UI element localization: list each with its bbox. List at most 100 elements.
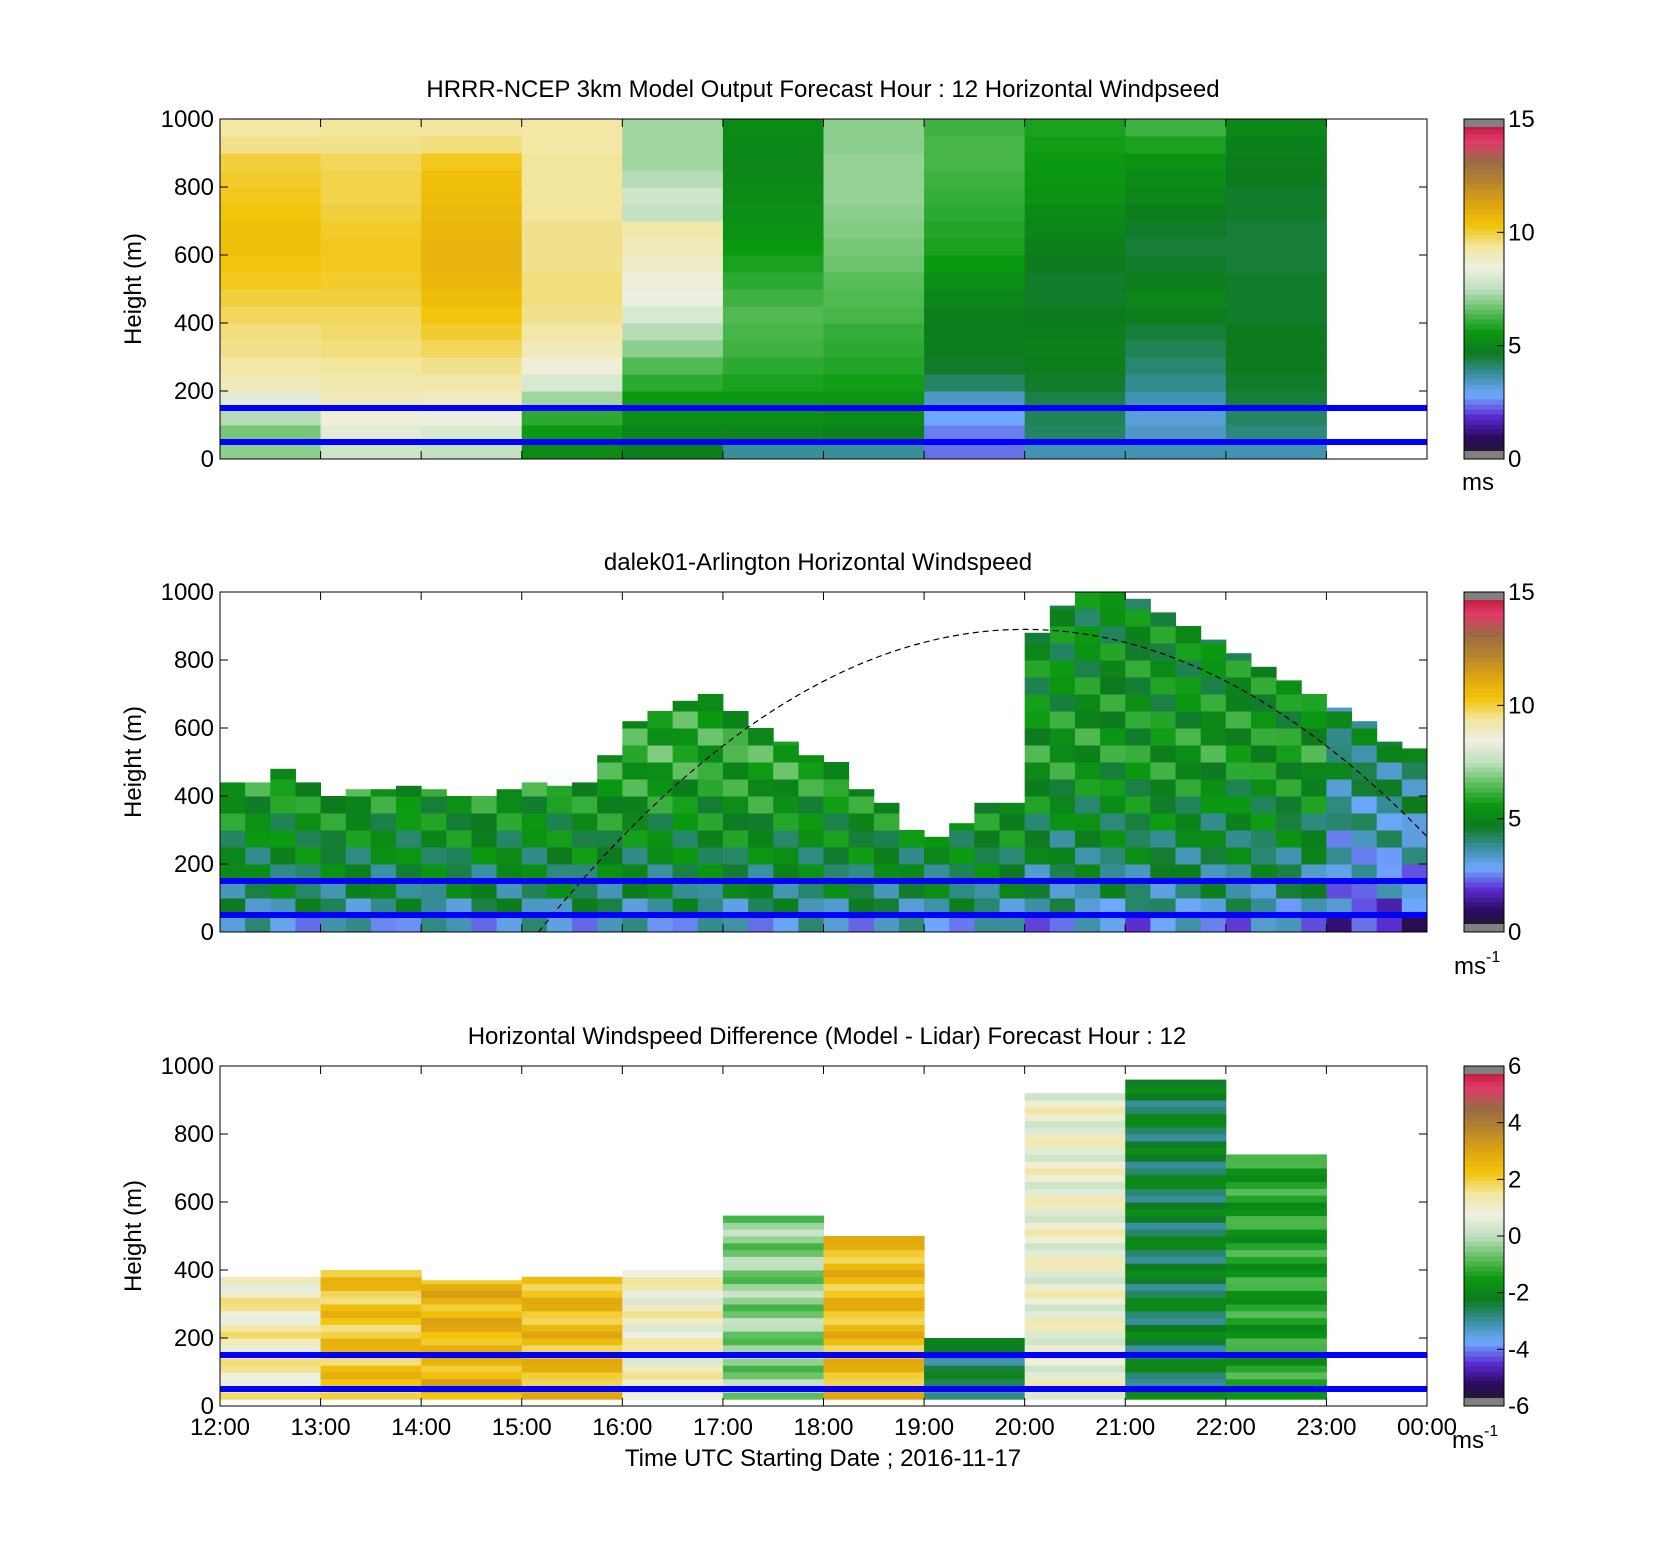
- heatmap-cell: [1225, 1222, 1327, 1230]
- heatmap-cell: [1175, 745, 1202, 763]
- heatmap-cell: [320, 306, 422, 324]
- colorbar-swatch: [1464, 657, 1504, 663]
- colorbar-swatch: [1464, 1231, 1504, 1237]
- y-tick-label: 600: [174, 715, 214, 742]
- heatmap-cell: [622, 136, 724, 154]
- heatmap-cell: [1024, 289, 1126, 307]
- colorbar-swatch: [1464, 1386, 1504, 1392]
- colorbar-swatch: [1464, 872, 1504, 878]
- colorbar-swatch: [1464, 1116, 1504, 1122]
- heatmap-cell: [1225, 1229, 1327, 1237]
- heatmap-cell: [220, 1317, 322, 1325]
- heatmap-cell: [622, 1276, 724, 1285]
- colorbar-swatch: [1464, 692, 1504, 698]
- heatmap-cell: [320, 1344, 422, 1353]
- heatmap-cell: [1049, 605, 1076, 610]
- heatmap-cell: [1200, 728, 1227, 746]
- heatmap-cell: [1125, 1181, 1227, 1189]
- colorbar-swatch: [1464, 887, 1504, 893]
- x-tick-label: 12:00: [190, 1414, 250, 1441]
- x-tick-label: 18:00: [793, 1414, 853, 1441]
- heatmap-cell: [823, 847, 850, 865]
- heatmap-cell: [597, 881, 623, 899]
- heatmap-cell: [220, 1365, 322, 1373]
- colorbar-swatch: [1464, 762, 1504, 768]
- colorbar-swatch: [1464, 1136, 1504, 1142]
- heatmap-cell: [622, 374, 724, 392]
- heatmap-cell: [1125, 1147, 1227, 1155]
- colorbar-swatch: [1464, 772, 1504, 778]
- heatmap-cell: [1200, 639, 1227, 644]
- heatmap-cell: [823, 1249, 925, 1257]
- colorbar-swatch: [1464, 269, 1504, 275]
- heatmap-cell: [572, 813, 598, 831]
- heatmap-cell: [1250, 898, 1277, 916]
- heatmap-cell: [1225, 1358, 1327, 1366]
- heatmap-cell: [1024, 408, 1126, 426]
- colorbar-swatch: [1464, 219, 1504, 225]
- heatmap-cell: [546, 785, 573, 797]
- heatmap-cell: [1351, 796, 1378, 814]
- heatmap-cell: [823, 1365, 925, 1373]
- heatmap-cell: [1225, 408, 1327, 426]
- heatmap-cell: [1301, 711, 1327, 729]
- colorbar-swatch: [1464, 394, 1504, 400]
- heatmap-cell: [220, 204, 322, 222]
- heatmap-cell: [672, 745, 699, 763]
- heatmap-cell: [873, 881, 900, 899]
- heatmap-cell: [1351, 745, 1378, 763]
- heatmap-cell: [622, 119, 724, 137]
- heatmap-cell: [1024, 1317, 1126, 1325]
- colorbar-swatch: [1464, 234, 1504, 240]
- colorbar-swatch: [1464, 404, 1504, 410]
- colorbar-swatch: [1464, 314, 1504, 320]
- heatmap-cell: [1401, 762, 1427, 780]
- heatmap-cell: [773, 813, 799, 831]
- heatmap-cell: [220, 864, 246, 882]
- heatmap-cell: [999, 847, 1026, 865]
- heatmap-cell: [974, 813, 1001, 831]
- heatmap-cell: [1100, 694, 1126, 712]
- heatmap-cell: [1301, 898, 1327, 916]
- heatmap-cell: [220, 1338, 322, 1346]
- heatmap-cell: [722, 1256, 824, 1264]
- heatmap-cell: [1276, 680, 1302, 695]
- heatmap-cell: [521, 323, 623, 341]
- heatmap-cell: [1200, 915, 1227, 932]
- heatmap-cell: [1200, 711, 1227, 729]
- heatmap-cell: [722, 1249, 824, 1257]
- heatmap-cell: [1024, 779, 1051, 797]
- heatmap-cell: [823, 221, 925, 239]
- heatmap-cell: [1024, 762, 1051, 780]
- heatmap-cell: [1301, 745, 1327, 763]
- heatmap-cell: [949, 881, 975, 899]
- colorbar-swatch: [1464, 174, 1504, 180]
- heatmap-cell: [496, 898, 523, 916]
- heatmap-cell: [622, 1304, 724, 1312]
- colorbar-tick-label: 10: [1508, 692, 1535, 719]
- heatmap-cell: [924, 255, 1026, 273]
- heatmap-cell: [1125, 1263, 1227, 1271]
- x-tick-label: 15:00: [492, 1414, 552, 1441]
- heatmap-cell: [1024, 119, 1126, 137]
- heatmap-cell: [1225, 677, 1252, 695]
- colorbar-swatch: [1464, 767, 1504, 773]
- y-tick-label: 200: [174, 378, 214, 405]
- heatmap-cell: [924, 272, 1026, 290]
- heatmap-cell: [898, 864, 925, 882]
- heatmap-cell: [345, 796, 372, 814]
- heatmap-cell: [1301, 847, 1327, 865]
- heatmap-cell: [622, 204, 724, 222]
- heatmap-cell: [421, 864, 447, 882]
- heatmap-cell: [848, 813, 875, 831]
- colorbar-swatch: [1464, 1196, 1504, 1202]
- heatmap-cell: [622, 238, 724, 256]
- heatmap-cell: [1024, 847, 1051, 865]
- heatmap-cell: [220, 782, 246, 797]
- heatmap-cell: [1074, 660, 1101, 678]
- heatmap-cell: [823, 1378, 925, 1387]
- heatmap-cell: [622, 391, 724, 409]
- heatmap-cell: [1401, 779, 1427, 797]
- heatmap-cell: [1150, 745, 1177, 763]
- colorbar-swatch: [1464, 677, 1504, 683]
